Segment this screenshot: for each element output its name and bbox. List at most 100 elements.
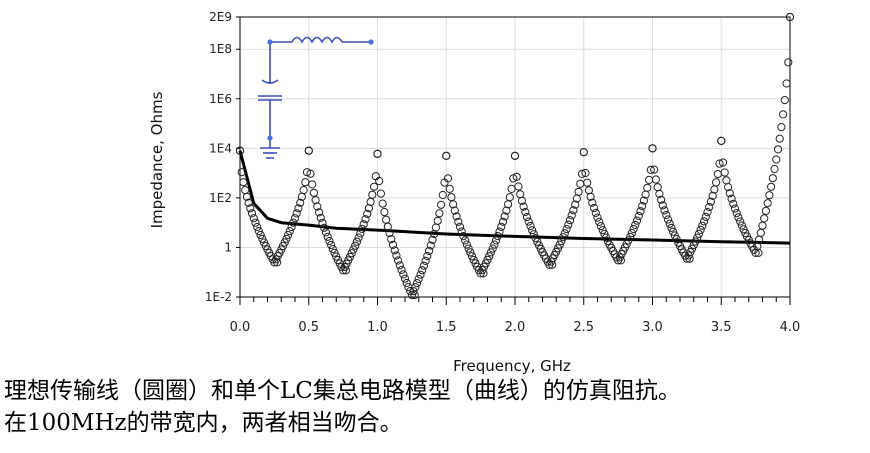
data-point-circle — [693, 233, 702, 242]
resistor-tick — [261, 79, 279, 84]
data-point-circle — [634, 211, 643, 221]
data-point-circle — [361, 215, 370, 224]
data-point-circle — [376, 189, 385, 198]
data-point-circle — [564, 220, 573, 229]
lc-model-curve — [238, 150, 791, 245]
data-point-circle — [359, 220, 368, 229]
data-point-circle — [493, 232, 502, 241]
data-point-circle — [287, 222, 296, 232]
data-point-circle — [253, 222, 262, 232]
data-point-circle — [712, 178, 721, 187]
data-point-circle — [407, 290, 416, 300]
data-point-circle — [516, 190, 525, 199]
data-point-circle — [660, 206, 669, 215]
data-point-circle — [588, 198, 597, 207]
transmission-line-circles — [235, 12, 795, 300]
data-point-circle — [235, 146, 245, 155]
data-point-circle — [650, 165, 659, 174]
data-point-circle — [596, 222, 606, 231]
data-point-circle — [767, 182, 776, 191]
data-point-circle — [282, 234, 291, 243]
data-point-circle — [768, 174, 777, 183]
data-point-circle — [492, 236, 501, 245]
data-point-circle — [715, 159, 724, 168]
data-point-circle — [581, 168, 590, 178]
data-point-circle — [696, 225, 705, 234]
data-point-circle — [632, 216, 642, 225]
data-point-circle — [557, 236, 566, 246]
data-point-circle — [669, 227, 678, 236]
data-point-circle — [560, 229, 569, 238]
data-point-circle — [685, 254, 694, 263]
y-tick-label: 2E9 — [209, 10, 232, 24]
data-point-circle — [761, 206, 771, 215]
data-point-circle — [626, 232, 635, 241]
data-point-circle — [292, 209, 301, 218]
lc-circuit-inset — [258, 36, 371, 159]
data-point-circle — [363, 209, 372, 218]
data-point-circle — [739, 225, 748, 234]
data-point-circle — [394, 256, 403, 265]
x-axis-label: Frequency, GHz — [453, 357, 571, 375]
data-point-circle — [631, 220, 640, 229]
data-point-circle — [395, 261, 404, 270]
data-point-circle — [645, 175, 654, 184]
data-point-circle — [318, 218, 327, 227]
x-tick-label: 1.0 — [367, 320, 388, 335]
data-point-circle — [443, 174, 453, 183]
x-minor-ticks — [239, 297, 791, 305]
data-point-circle — [247, 209, 257, 218]
data-point-circle — [390, 246, 399, 255]
data-point-circle — [327, 240, 336, 250]
data-point-circle — [648, 144, 657, 153]
data-point-circle — [737, 221, 747, 230]
data-point-circle — [320, 223, 329, 232]
data-point-circle — [765, 191, 774, 200]
data-point-circle — [653, 183, 662, 192]
data-point-circle — [421, 256, 430, 265]
data-point-circle — [591, 208, 600, 217]
data-point-circle — [780, 96, 789, 105]
data-point-circle — [445, 184, 454, 193]
y-tick-label: 1E2 — [209, 191, 232, 205]
x-tick-labels: 0.0 0.5 1.0 1.5 2.0 2.5 3.0 3.5 4.0 — [230, 320, 801, 335]
data-point-circle — [455, 222, 465, 231]
data-point-circle — [354, 233, 363, 242]
data-point-circle — [457, 227, 466, 236]
data-point-circle — [727, 194, 736, 203]
circuit-node-bottom — [267, 135, 273, 141]
data-point-circle — [280, 238, 289, 247]
data-point-circle — [701, 212, 710, 221]
data-point-circle — [590, 203, 599, 213]
data-point-circle — [662, 210, 671, 220]
data-point-circle — [732, 209, 741, 218]
data-point-circle — [411, 283, 420, 292]
data-point-circle — [705, 202, 714, 212]
data-point-circle — [651, 175, 661, 184]
data-point-circle — [528, 226, 537, 235]
data-point-circle — [770, 165, 779, 174]
data-point-circle — [593, 213, 602, 222]
x-tick-label: 3.0 — [642, 320, 663, 335]
data-point-circle — [306, 169, 315, 178]
data-point-circle — [504, 200, 513, 209]
data-point-circle — [510, 151, 520, 160]
data-point-circle — [388, 240, 398, 249]
data-point-circle — [392, 251, 401, 260]
data-point-circle — [409, 287, 418, 296]
data-point-circle — [725, 189, 734, 198]
data-point-circle — [442, 151, 451, 160]
y-tick-label: 1 — [224, 240, 232, 254]
data-point-circle — [352, 237, 361, 246]
data-point-circle — [577, 169, 587, 178]
y-axis-label: Impedance, Ohms — [148, 91, 166, 228]
data-point-circle — [663, 215, 673, 224]
data-point-circle — [357, 224, 367, 233]
data-point-circle — [399, 270, 408, 279]
data-point-circle — [655, 189, 664, 198]
data-point-circle — [694, 229, 704, 238]
impedance-chart: 2E9 1E8 1E6 1E4 1E2 1 1E-2 0.0 0.5 1.0 1.5 2.0 2.5 3… — [148, 10, 801, 375]
x-tick-label: 1.5 — [436, 320, 457, 335]
data-point-circle — [433, 216, 442, 225]
data-point-circle — [454, 217, 463, 226]
